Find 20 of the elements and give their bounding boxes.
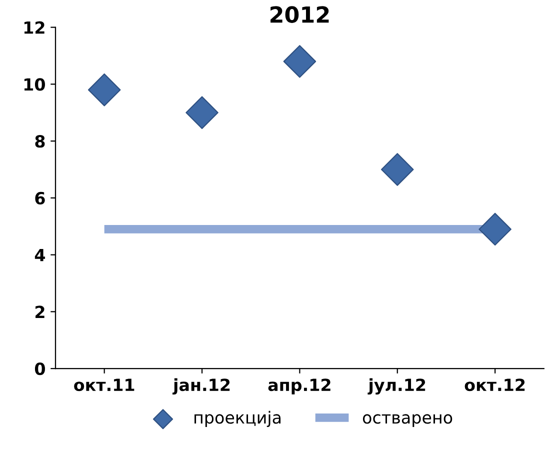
y-tick-label: 2	[36, 306, 44, 318]
x-tick-label: апр.12	[268, 378, 330, 394]
y-tick-label: 8	[35, 135, 45, 148]
point	[88, 73, 121, 106]
y-tick-label: 0	[34, 362, 45, 376]
legend-label: остварено	[362, 414, 452, 427]
point	[478, 212, 512, 246]
point	[186, 96, 218, 130]
y-tick-label: 4	[34, 248, 46, 262]
y-tick-label: 12	[24, 21, 44, 34]
x-tick-label: окт.12	[464, 378, 525, 392]
x-tick-label: јул.12	[368, 378, 426, 395]
point	[283, 45, 316, 78]
y-tick-label: 10	[24, 78, 45, 91]
legend-label: проекција	[194, 410, 281, 427]
x-tick-label: окт.11	[74, 378, 134, 392]
point	[380, 153, 414, 186]
x-tick-label: јан.12	[172, 378, 230, 395]
chart-title: 2012	[270, 6, 329, 23]
y-tick-label: 6	[35, 192, 45, 204]
